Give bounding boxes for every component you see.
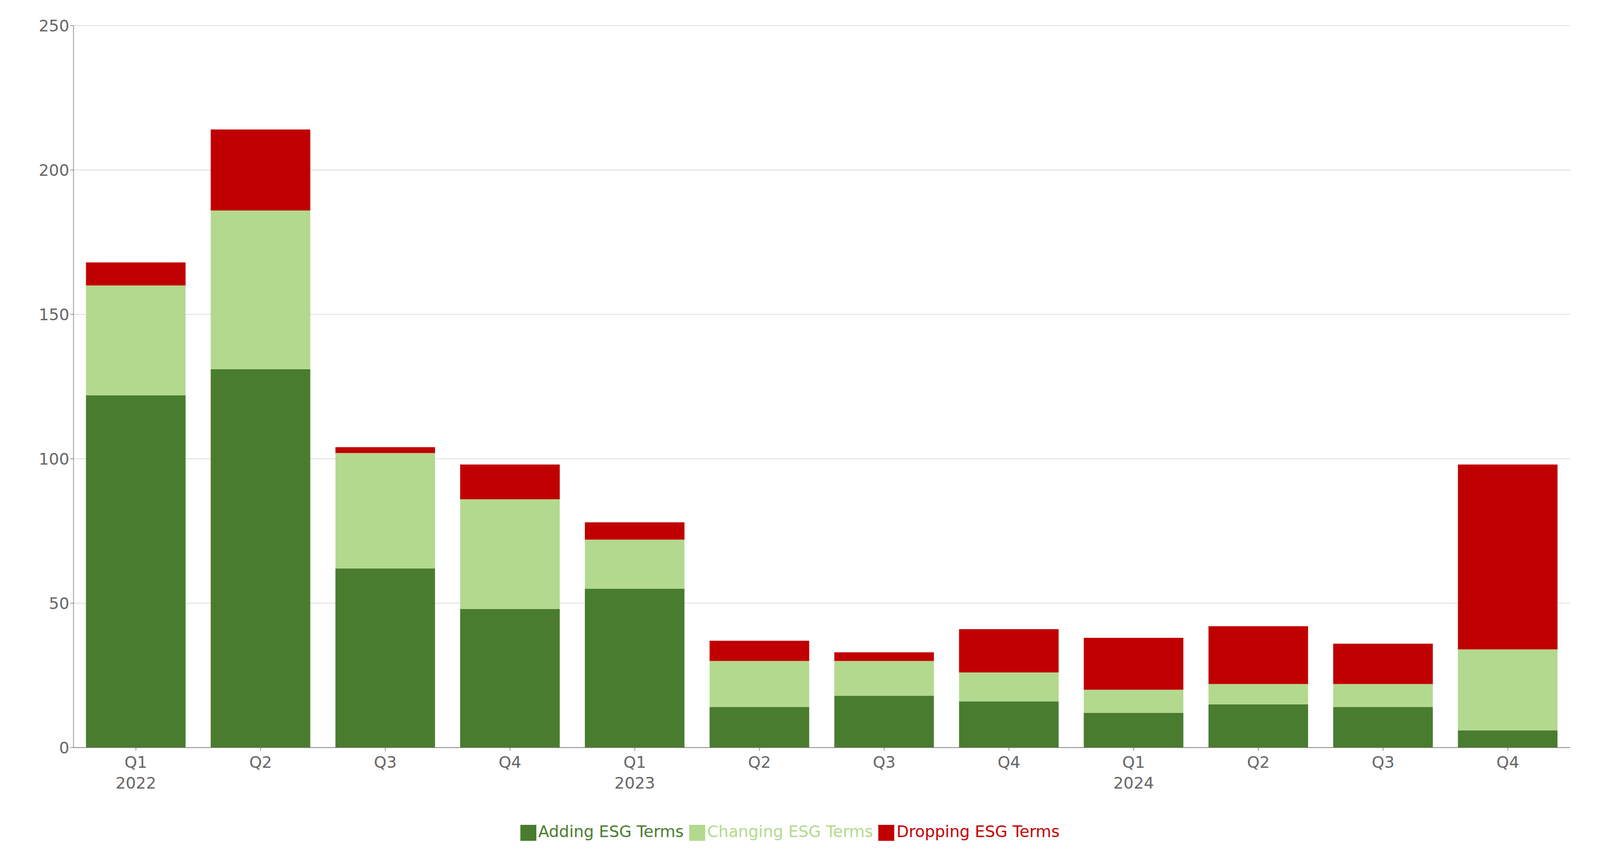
svg-text:Q3: Q3 bbox=[872, 752, 896, 772]
svg-text:Q12024: Q12024 bbox=[1113, 752, 1154, 793]
svg-text:Q2: Q2 bbox=[249, 752, 273, 772]
svg-text:Q4: Q4 bbox=[498, 752, 522, 772]
svg-text:Q2: Q2 bbox=[748, 752, 772, 772]
svg-text:Q4: Q4 bbox=[997, 752, 1021, 772]
svg-text:100: 100 bbox=[38, 449, 70, 469]
svg-text:Q2: Q2 bbox=[1246, 752, 1270, 772]
svg-text:Q12022: Q12022 bbox=[115, 752, 157, 793]
html-text:Adding ESG Terms: Adding ESG Terms bbox=[538, 821, 684, 841]
svg-text:250: 250 bbox=[38, 16, 70, 36]
svg-text:0: 0 bbox=[59, 738, 70, 757]
svg-text:Q12023: Q12023 bbox=[614, 752, 656, 793]
svg-text:50: 50 bbox=[49, 593, 70, 613]
svg-text:Q4: Q4 bbox=[1496, 752, 1520, 772]
svg-text:Q3: Q3 bbox=[1371, 752, 1395, 772]
html-text:Changing ESG Terms: Changing ESG Terms bbox=[707, 821, 874, 841]
svg-text:Q3: Q3 bbox=[373, 752, 397, 772]
html-text:Dropping ESG Terms: Dropping ESG Terms bbox=[896, 821, 1060, 841]
svg-text:150: 150 bbox=[38, 305, 70, 324]
svg-text:200: 200 bbox=[38, 160, 70, 180]
